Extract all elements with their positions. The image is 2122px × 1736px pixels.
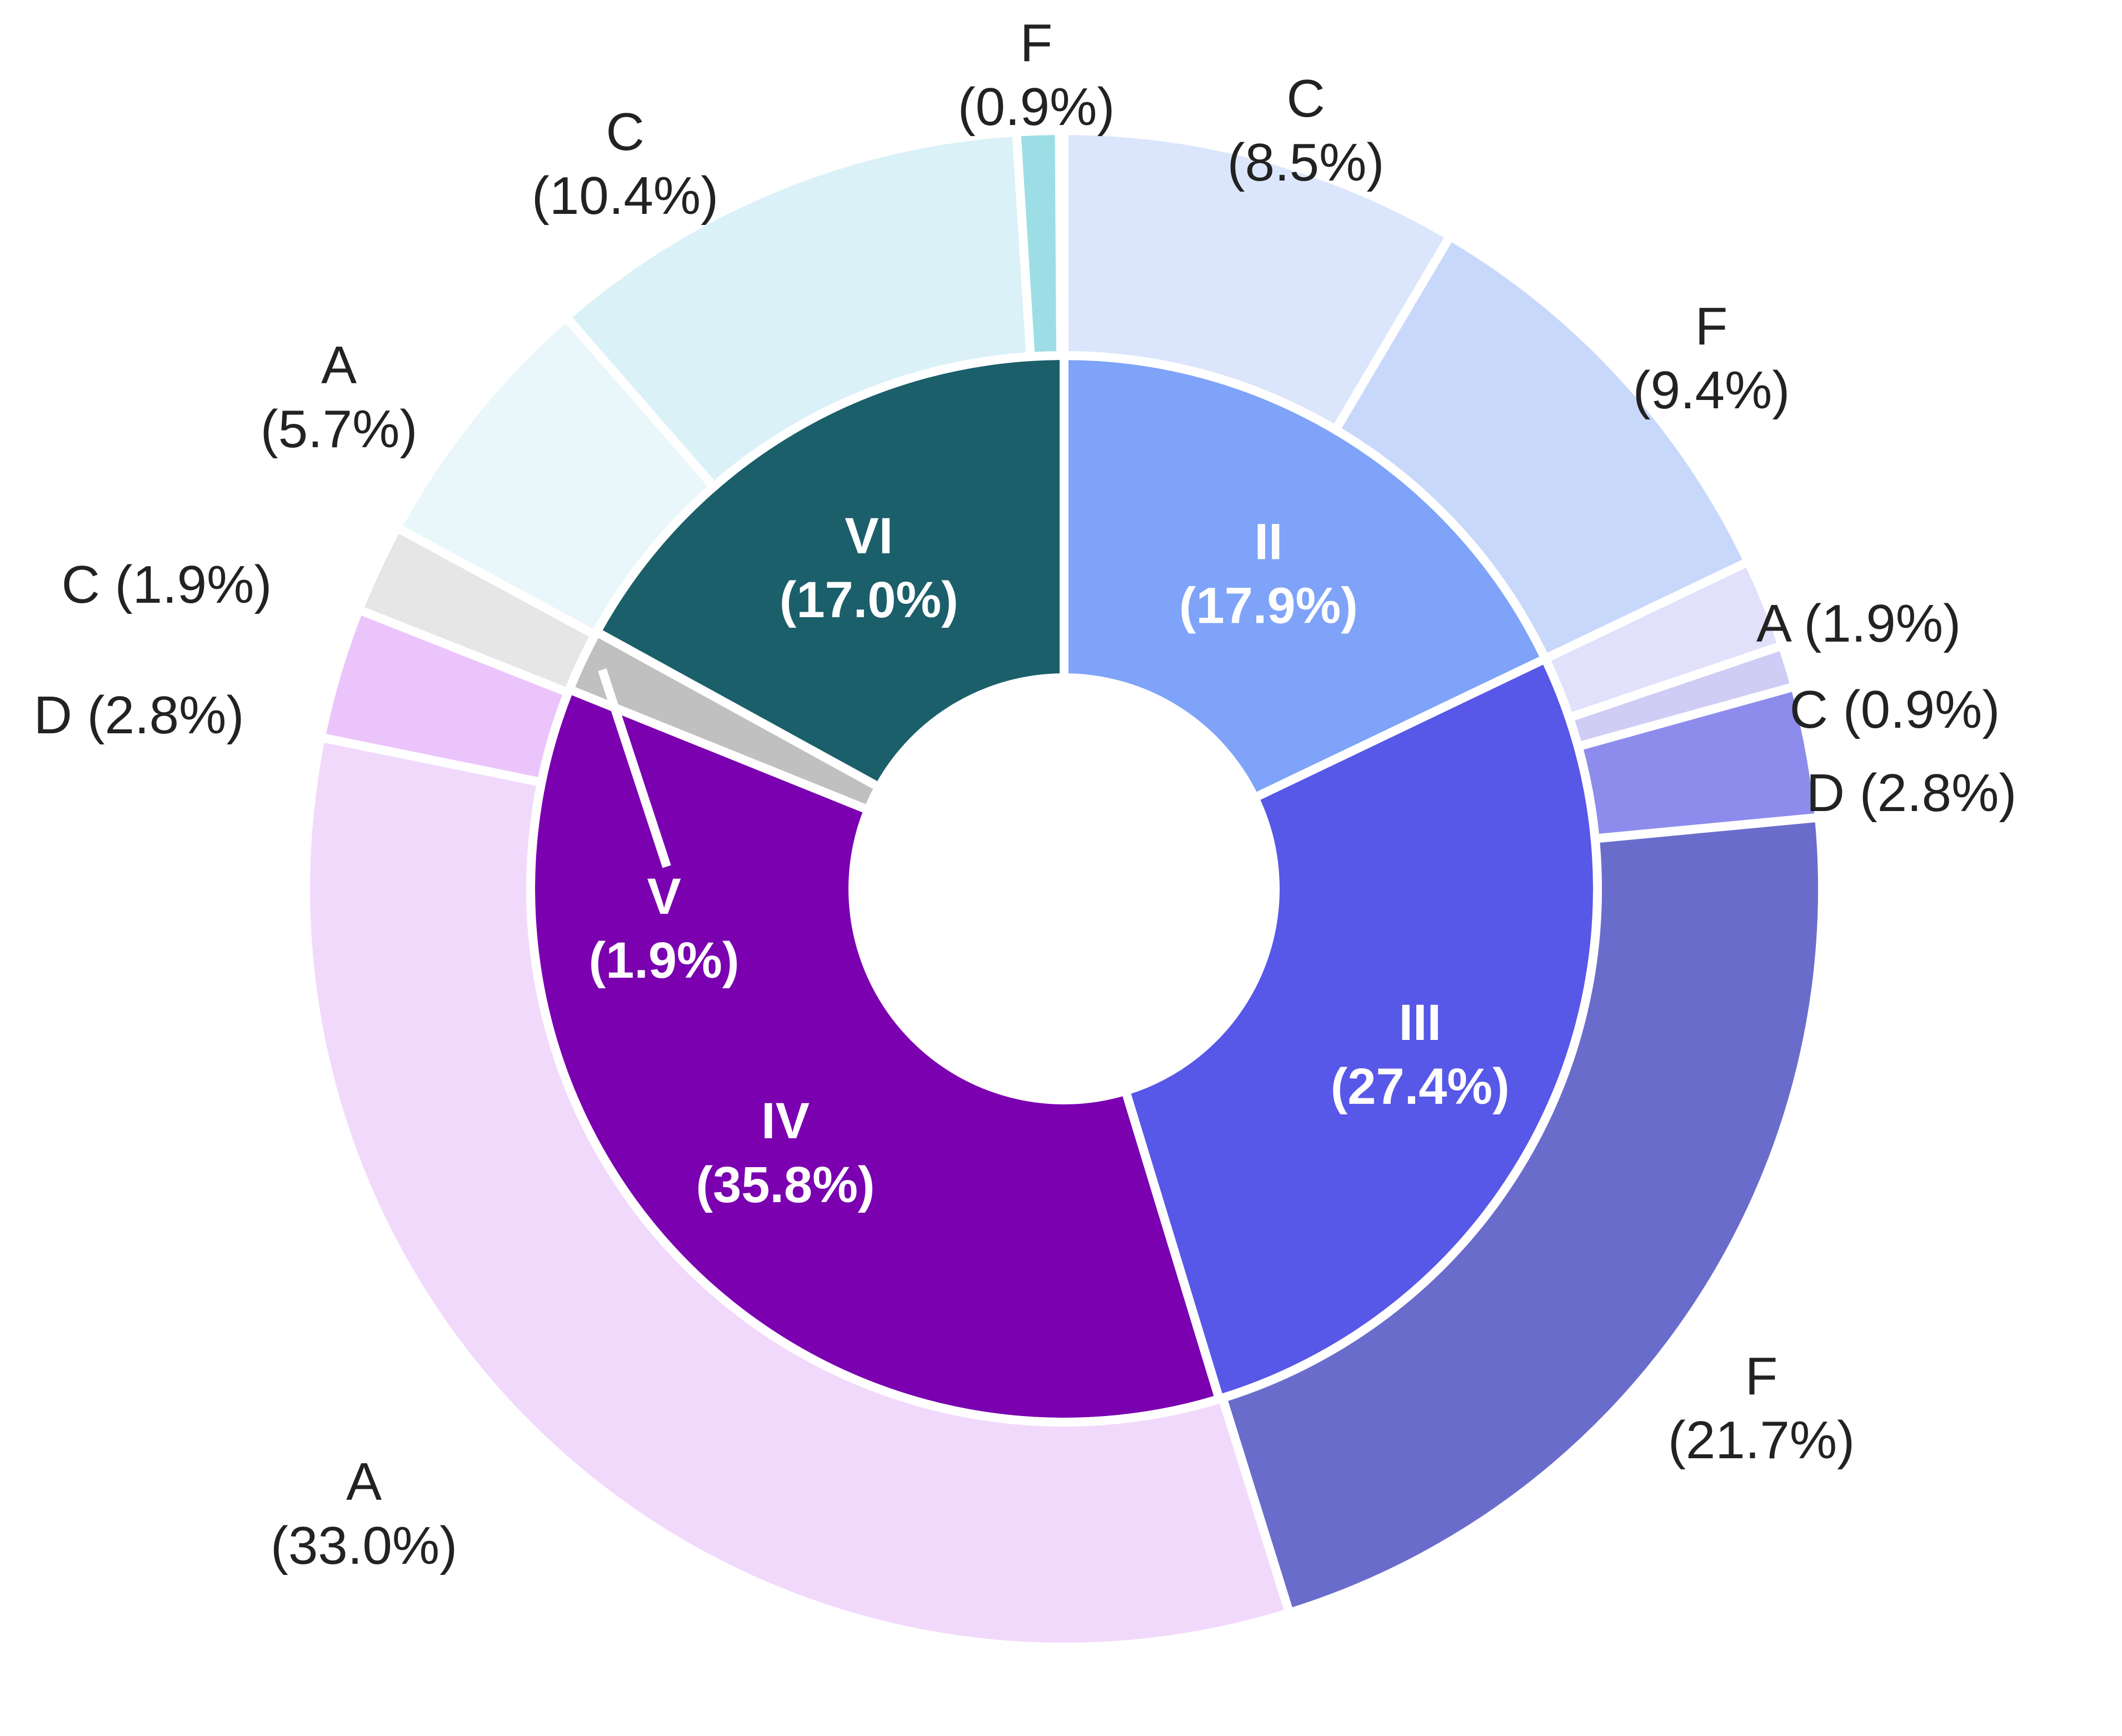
outer-slice-ii-f — [1329, 230, 1755, 665]
outer-label-iii-d: D (2.8%) — [1806, 763, 2017, 823]
inner-label-v: V — [647, 868, 681, 925]
leader-line-v — [598, 668, 671, 868]
outer-label-v-c: C (1.9%) — [62, 555, 272, 614]
outer-label-vi-a: A — [321, 336, 357, 395]
outer-label-iii-f: F — [1745, 1347, 1778, 1406]
outer-label-iii-c: C (0.9%) — [1790, 680, 2000, 739]
outer-label-iv-d: D (2.8%) — [34, 686, 244, 745]
outer-value-label-ii-f: (9.4%) — [1633, 361, 1790, 420]
outer-slice-vi-f — [1011, 126, 1066, 362]
inner-label-ii: II — [1254, 513, 1282, 570]
inner-label-vi: VI — [845, 508, 893, 564]
outer-value-label-iii-f: (21.7%) — [1668, 1410, 1855, 1470]
inner-value-label-iv: (35.8%) — [696, 1157, 875, 1213]
outer-label-iv-a: A — [346, 1452, 382, 1512]
outer-value-label-vi-f: (0.9%) — [958, 77, 1115, 137]
inner-value-label-v: (1.9%) — [589, 932, 740, 989]
inner-value-label-vi: (17.0%) — [780, 572, 958, 628]
outer-label-vi-f: F — [1020, 13, 1053, 73]
inner-value-label-ii: (17.9%) — [1179, 577, 1358, 634]
outer-label-vi-c: C — [606, 102, 644, 162]
outer-label-ii-f: F — [1695, 297, 1728, 356]
outer-value-label-vi-a: (5.7%) — [261, 399, 418, 459]
inner-value-label-iii: (27.4%) — [1331, 1058, 1510, 1115]
inner-label-iv: IV — [761, 1093, 810, 1149]
outer-label-ii-c: C — [1286, 69, 1325, 128]
outer-slice-iv-a — [301, 732, 1295, 1652]
outer-value-label-ii-c: (8.5%) — [1227, 133, 1385, 192]
inner-label-iii: III — [1399, 994, 1441, 1051]
outer-label-iii-a: A (1.9%) — [1756, 594, 1961, 653]
outer-slice-iii-f — [1217, 812, 1827, 1619]
outer-value-label-vi-c: (10.4%) — [532, 166, 718, 226]
outer-value-label-iv-a: (33.0%) — [271, 1516, 457, 1575]
